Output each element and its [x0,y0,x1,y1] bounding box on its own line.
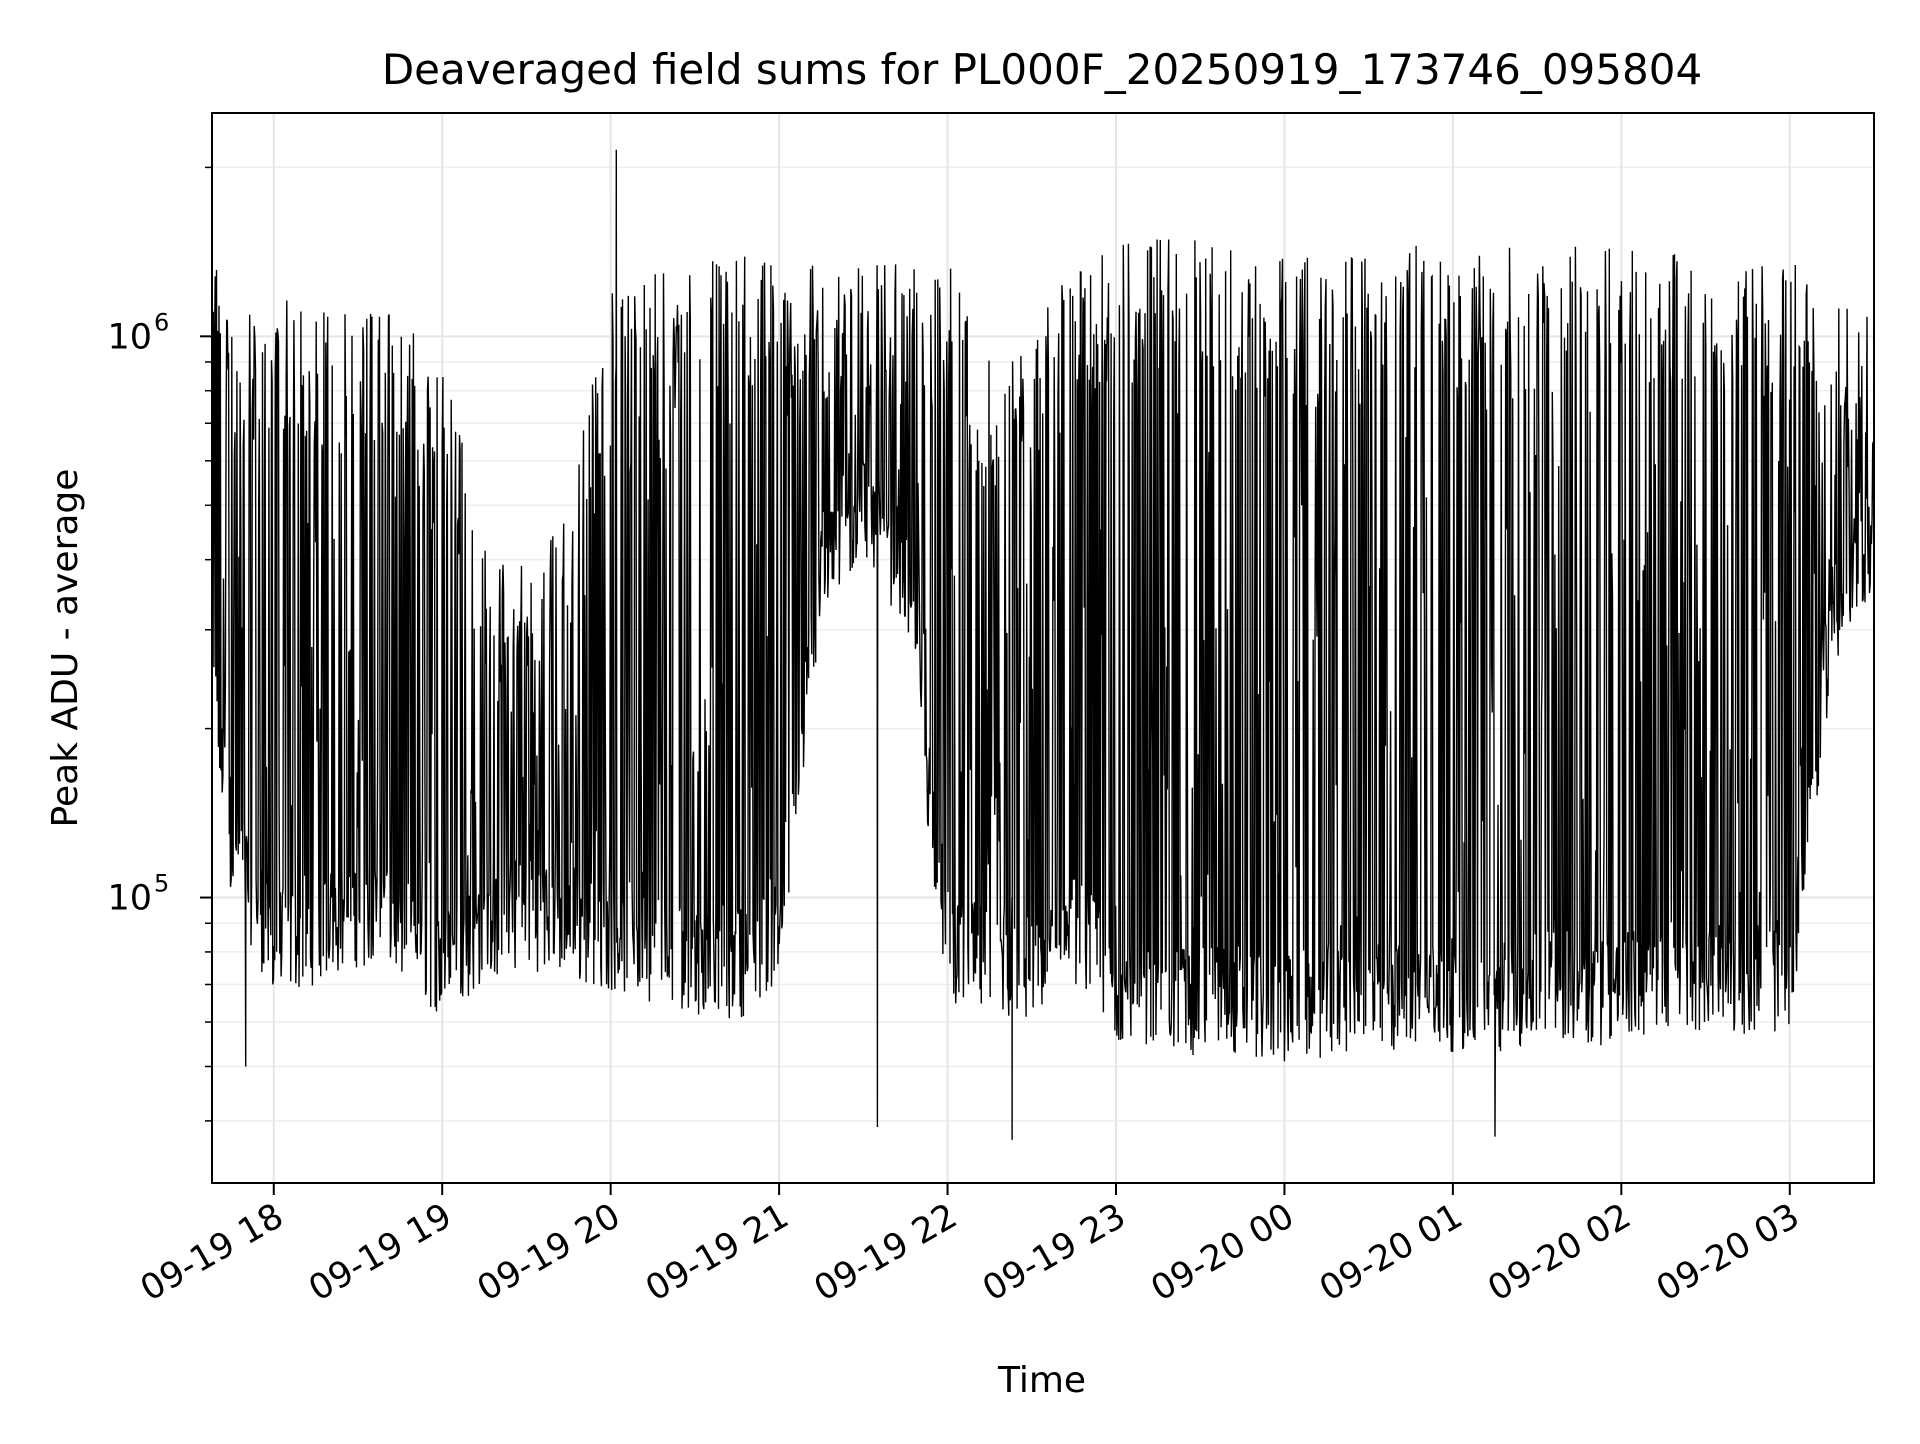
x-tick-label: 09-19 21 [639,1196,795,1309]
plot-frame [211,112,1875,1184]
x-tick-label: 09-20 02 [1482,1196,1638,1309]
x-tick-label: 09-19 22 [808,1196,964,1309]
x-tick-label: 09-20 03 [1650,1196,1806,1309]
x-tick-label: 09-20 01 [1313,1196,1469,1309]
y-tick-label: 10 [107,879,152,919]
y-tick-exponent: 5 [154,870,169,898]
series-line [211,149,1875,1140]
x-tick-label: 09-19 19 [302,1196,458,1309]
data-layer [211,149,1875,1140]
y-tick-exponent: 6 [154,308,169,336]
x-tick-label: 09-19 18 [134,1196,290,1309]
x-tick-label: 09-19 23 [976,1196,1132,1309]
x-tick-label: 09-19 20 [471,1196,627,1309]
x-tick-label: 09-20 00 [1145,1196,1301,1309]
chart-title: Deaveraged field sums for PL000F_2025091… [382,45,1702,94]
y-tick-label: 10 [107,317,152,357]
y-axis-label: Peak ADU - average [45,469,86,828]
x-axis-label: Time [997,1360,1086,1401]
x-axis-ticks: 09-19 18 09-19 19 09-19 20 09-19 21 09-19 22… [134,1183,1806,1309]
